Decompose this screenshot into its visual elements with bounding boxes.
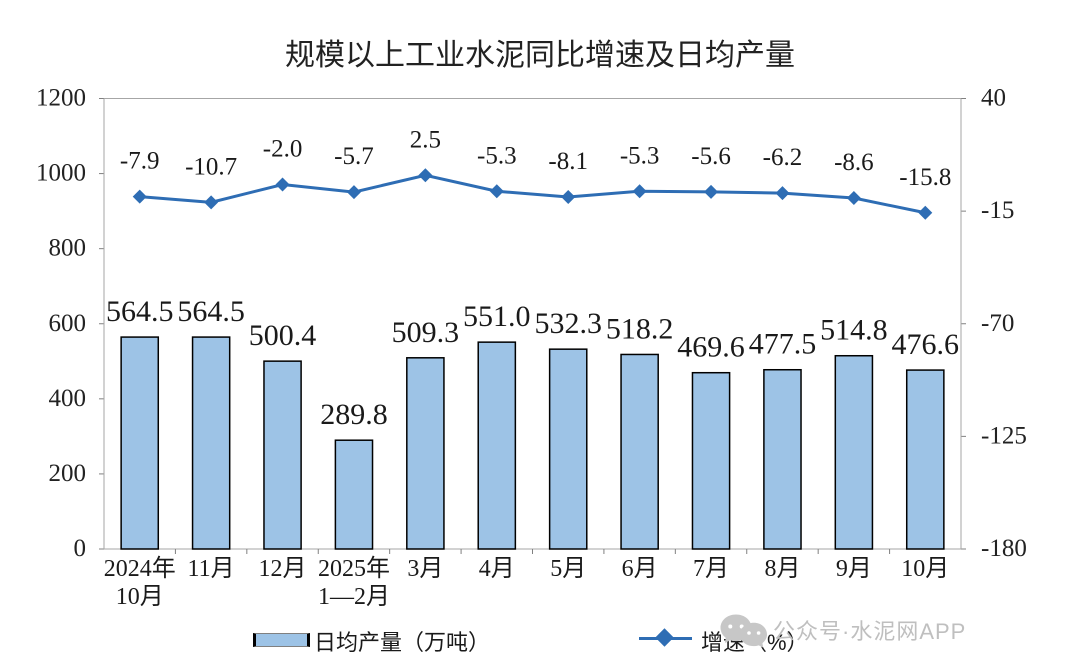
svg-text:-5.6: -5.6 xyxy=(691,143,731,170)
svg-text:-8.1: -8.1 xyxy=(548,148,588,175)
svg-text:2.5: 2.5 xyxy=(410,126,441,153)
svg-text:532.3: 532.3 xyxy=(534,307,602,340)
svg-text:-70: -70 xyxy=(981,310,1014,337)
svg-text:551.0: 551.0 xyxy=(463,300,531,333)
svg-text:564.5: 564.5 xyxy=(106,295,174,328)
svg-text:-7.9: -7.9 xyxy=(120,148,160,175)
svg-text:469.6: 469.6 xyxy=(677,331,745,364)
svg-text:1000: 1000 xyxy=(36,160,86,187)
svg-text:477.5: 477.5 xyxy=(749,328,817,361)
svg-text:-180: -180 xyxy=(981,535,1027,562)
svg-text:-6.2: -6.2 xyxy=(763,144,803,171)
svg-text:-15: -15 xyxy=(981,197,1014,224)
svg-text:476.6: 476.6 xyxy=(892,328,960,361)
svg-text:200: 200 xyxy=(49,460,87,487)
svg-text:800: 800 xyxy=(49,235,87,262)
svg-text:-2.0: -2.0 xyxy=(263,136,303,163)
svg-text:600: 600 xyxy=(49,310,87,337)
svg-text:-5.3: -5.3 xyxy=(620,142,660,169)
svg-text:514.8: 514.8 xyxy=(820,314,888,347)
svg-text:518.2: 518.2 xyxy=(606,312,674,345)
svg-text:-5.3: -5.3 xyxy=(477,142,517,169)
svg-text:-15.8: -15.8 xyxy=(899,164,951,191)
svg-text:-10.7: -10.7 xyxy=(185,153,237,180)
svg-text:509.3: 509.3 xyxy=(392,316,460,349)
svg-text:40: 40 xyxy=(981,85,1006,112)
svg-text:564.5: 564.5 xyxy=(177,295,245,328)
svg-text:-8.6: -8.6 xyxy=(834,149,874,176)
svg-text:289.8: 289.8 xyxy=(320,398,388,431)
svg-text:500.4: 500.4 xyxy=(249,319,317,352)
svg-text:-125: -125 xyxy=(981,422,1027,449)
svg-text:1200: 1200 xyxy=(36,85,86,112)
svg-text:400: 400 xyxy=(49,385,87,412)
svg-text:-5.7: -5.7 xyxy=(334,143,374,170)
svg-text:0: 0 xyxy=(74,535,87,562)
